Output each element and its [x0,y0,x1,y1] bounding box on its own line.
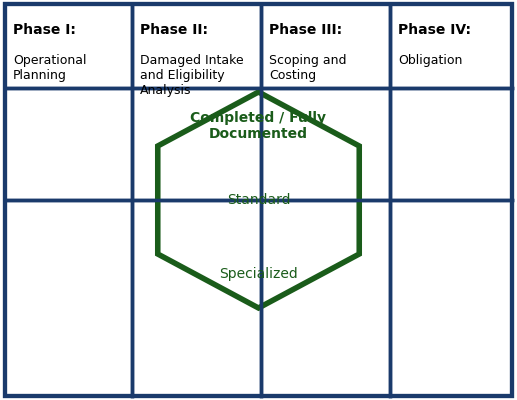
Text: Phase I:: Phase I: [13,23,76,37]
Text: Specialized: Specialized [219,267,298,281]
Text: Operational
Planning: Operational Planning [13,54,86,82]
Text: Standard: Standard [227,193,290,207]
Text: Completed / Fully
Documented: Completed / Fully Documented [190,111,327,141]
Text: Obligation: Obligation [398,54,463,67]
Text: Phase III:: Phase III: [269,23,342,37]
Text: Phase II:: Phase II: [140,23,208,37]
Text: Phase IV:: Phase IV: [398,23,471,37]
Text: Scoping and
Costing: Scoping and Costing [269,54,346,82]
Text: Damaged Intake
and Eligibility
Analysis: Damaged Intake and Eligibility Analysis [140,54,243,97]
